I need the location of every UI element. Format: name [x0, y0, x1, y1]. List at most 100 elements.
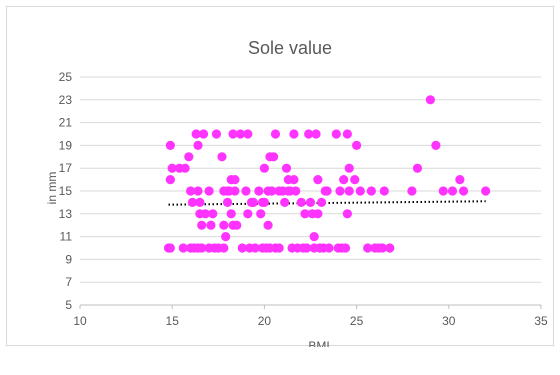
y-tick-label: 13	[59, 207, 73, 221]
data-point	[458, 186, 469, 196]
data-point	[342, 209, 352, 219]
data-point	[165, 175, 175, 185]
data-point	[322, 186, 332, 196]
data-point	[254, 186, 264, 196]
data-point	[221, 232, 231, 242]
data-point	[165, 243, 175, 253]
y-tick-label: 15	[59, 184, 73, 198]
data-point	[481, 186, 491, 196]
data-point	[270, 129, 281, 139]
data-point	[313, 209, 323, 219]
data-point	[407, 186, 417, 196]
data-point	[313, 175, 323, 185]
y-tick-label: 11	[60, 230, 73, 244]
data-point	[274, 243, 284, 253]
y-tick-label: 5	[65, 298, 72, 312]
data-point	[222, 197, 233, 207]
data-point	[178, 243, 188, 253]
data-point	[280, 197, 290, 207]
data-point	[304, 129, 314, 139]
scatter-chart: Sole value 5 7 9 11 13 15 17 19 21 23 25 10 15 20 25 30…	[45, 38, 548, 347]
x-tick-label: 25	[350, 314, 364, 328]
data-point	[200, 209, 210, 219]
data-point	[385, 243, 395, 253]
data-points	[163, 95, 491, 253]
data-point	[250, 243, 260, 253]
x-tick-label: 10	[73, 314, 87, 328]
chart-frame: Sole value 5 7 9 11 13 15 17 19 21 23 25 10 15 20 25 30…	[6, 6, 554, 347]
data-point	[206, 220, 216, 230]
data-point	[230, 186, 240, 196]
x-tick-label: 30	[442, 314, 456, 328]
x-axis-label: BMI	[308, 339, 329, 347]
data-point	[281, 163, 292, 173]
data-point	[259, 197, 269, 207]
data-point	[226, 209, 236, 219]
data-point	[259, 163, 269, 173]
data-point	[352, 140, 362, 150]
data-point	[230, 175, 240, 185]
data-point	[243, 209, 253, 219]
data-point	[217, 152, 227, 162]
data-point	[335, 186, 345, 196]
chart-title: Sole value	[248, 38, 332, 58]
data-point	[366, 186, 376, 196]
trendline	[168, 200, 486, 206]
data-point	[197, 220, 207, 230]
data-point	[447, 186, 458, 196]
data-point	[208, 209, 218, 219]
data-point	[302, 243, 312, 253]
gridlines	[79, 76, 542, 309]
data-point	[412, 163, 423, 173]
data-point	[267, 186, 277, 196]
data-point	[195, 197, 205, 207]
y-tick-label: 17	[59, 161, 73, 175]
data-point	[219, 220, 229, 230]
data-point	[228, 129, 238, 139]
data-point	[311, 129, 321, 139]
data-point	[455, 175, 465, 185]
data-point	[263, 220, 273, 230]
data-point	[211, 129, 222, 139]
data-point	[339, 175, 349, 185]
y-tick-label: 23	[59, 93, 73, 107]
data-point	[324, 243, 334, 253]
data-point	[289, 175, 299, 185]
data-point	[237, 243, 247, 253]
y-tick-label: 9	[65, 252, 72, 266]
data-point	[431, 140, 441, 150]
data-point	[187, 197, 198, 207]
data-point	[340, 243, 351, 253]
data-point	[342, 129, 352, 139]
trendline-layer	[168, 200, 486, 206]
data-point	[193, 140, 203, 150]
data-point	[309, 232, 319, 242]
data-point	[241, 186, 251, 196]
data-point	[232, 220, 242, 230]
data-point	[289, 129, 299, 139]
x-tick-label: 35	[534, 314, 548, 328]
data-point	[305, 197, 316, 207]
data-point	[377, 243, 388, 253]
data-point	[379, 186, 389, 196]
data-point	[197, 243, 207, 253]
data-point	[198, 129, 209, 139]
data-point	[296, 197, 306, 207]
data-point	[219, 243, 229, 253]
x-tick-label: 20	[258, 314, 272, 328]
data-point	[344, 186, 354, 196]
data-point	[193, 186, 203, 196]
data-point	[363, 243, 373, 253]
y-tick-label: 21	[59, 116, 73, 130]
data-point	[191, 129, 201, 139]
data-point	[269, 152, 279, 162]
data-point	[331, 129, 341, 139]
data-point	[248, 197, 258, 207]
data-point	[204, 186, 214, 196]
data-point	[186, 186, 196, 196]
data-point	[256, 209, 266, 219]
data-point	[425, 95, 435, 105]
data-point	[300, 209, 310, 219]
y-axis-label: in mm	[45, 172, 59, 205]
y-tick-label: 7	[65, 275, 72, 289]
